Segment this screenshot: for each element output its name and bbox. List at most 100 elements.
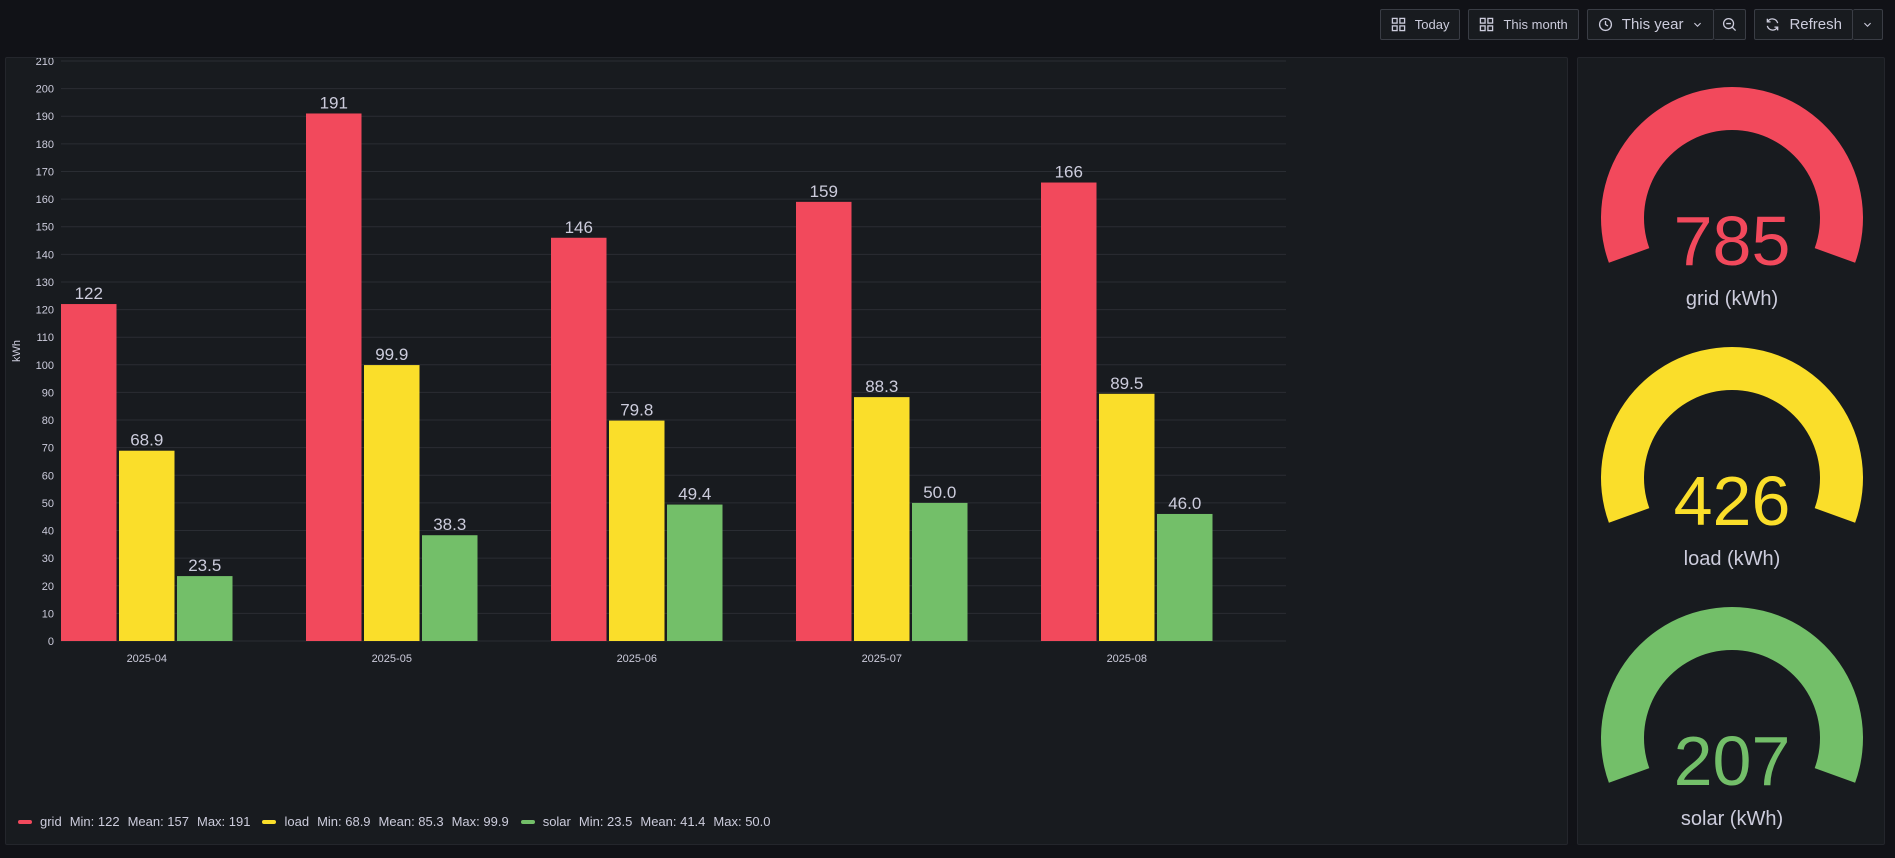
- stat-value: 207: [1673, 722, 1791, 800]
- legend-series-name: solar: [542, 814, 571, 829]
- bar-load[interactable]: [1099, 393, 1155, 641]
- legend-max: Max: 191: [197, 814, 251, 829]
- y-tick-label: 160: [36, 194, 54, 206]
- gauge-arc-fill: [1601, 346, 1863, 523]
- data-label: 46.0: [1168, 494, 1201, 513]
- legend-swatch: [18, 819, 32, 824]
- y-tick-label: 90: [42, 387, 54, 399]
- bar-load[interactable]: [854, 397, 910, 641]
- refresh-group: Refresh: [1754, 9, 1883, 40]
- stat-label: grid (kWh): [1685, 288, 1779, 310]
- data-label: 99.9: [375, 345, 408, 364]
- y-tick-label: 30: [42, 553, 54, 565]
- data-label: 146: [565, 218, 593, 237]
- gauge-arc: [1601, 346, 1863, 523]
- y-tick-label: 130: [36, 277, 54, 289]
- bar-solar[interactable]: [177, 576, 233, 641]
- y-tick-label: 20: [42, 581, 54, 593]
- y-tick-label: 200: [36, 84, 54, 96]
- x-tick-label: 2025-07: [862, 653, 902, 665]
- bar-chart-panel: 0 10 20 30 40 50 60 70 80 90 100 110 120 130 140 150 160…: [5, 57, 1568, 845]
- y-axis-label: kWh: [11, 340, 23, 362]
- data-label: 122: [75, 284, 103, 303]
- data-label: 68.9: [130, 431, 163, 450]
- bar-grid[interactable]: [306, 113, 362, 641]
- bar-chart: 0 10 20 30 40 50 60 70 80 90 100 110 120 130 140 150 160…: [11, 58, 1286, 665]
- legend-item-load[interactable]: load Min: 68.9 Mean: 85.3 Max: 99.9: [262, 814, 509, 829]
- bar-load[interactable]: [364, 365, 420, 641]
- zoom-out-button[interactable]: [1714, 9, 1747, 40]
- legend-max: Max: 99.9: [451, 814, 509, 829]
- bar-load[interactable]: [119, 450, 175, 641]
- stat-value: 426: [1673, 462, 1791, 540]
- refresh-icon: [1765, 17, 1780, 32]
- bar-solar[interactable]: [1157, 513, 1213, 641]
- data-label: 23.5: [188, 556, 221, 575]
- y-tick-label: 140: [36, 249, 54, 261]
- data-label: 166: [1055, 163, 1083, 182]
- y-tick-label: 40: [42, 526, 54, 538]
- stat-grid: 785 grid (kWh): [1578, 58, 1886, 318]
- time-range-label: This year: [1621, 16, 1684, 33]
- data-label: 50.0: [923, 483, 956, 502]
- bar-load[interactable]: [609, 420, 665, 641]
- y-tick-label: 0: [48, 636, 54, 648]
- today-button[interactable]: Today: [1379, 9, 1461, 40]
- bar-grid[interactable]: [61, 304, 117, 641]
- data-label: 88.3: [865, 377, 898, 396]
- stat-label: load (kWh): [1683, 548, 1781, 570]
- bar-solar[interactable]: [912, 502, 968, 641]
- legend-min: Min: 23.5: [578, 814, 633, 829]
- legend-item-solar[interactable]: solar Min: 23.5 Mean: 41.4 Max: 50.0: [520, 814, 771, 829]
- legend-mean: Mean: 157: [127, 814, 189, 829]
- dashboard-toolbar: Today This month This year Refre: [1379, 8, 1895, 41]
- today-button-label: Today: [1414, 17, 1450, 32]
- legend-series-name: load: [284, 814, 310, 829]
- data-label: 38.3: [433, 515, 466, 534]
- data-label: 191: [320, 93, 348, 112]
- y-tick-label: 10: [42, 608, 54, 620]
- stat-load: 426 load (kWh): [1578, 318, 1886, 578]
- bar-solar[interactable]: [667, 504, 723, 641]
- time-range-group: This year: [1586, 9, 1747, 40]
- stat-panel: 785 grid (kWh) 426 load (kWh) 207 solar (kWh): [1577, 57, 1885, 845]
- legend-item-grid[interactable]: grid Min: 122 Mean: 157 Max: 191: [18, 814, 250, 829]
- y-tick-label: 50: [42, 498, 54, 510]
- gauge-arc: [1601, 86, 1863, 263]
- bar-grid[interactable]: [1041, 182, 1097, 641]
- stat-label: solar (kWh): [1680, 808, 1784, 830]
- data-label: 79.8: [620, 401, 653, 420]
- dashboard-grid-icon: [1391, 17, 1406, 32]
- legend-series-name: grid: [40, 814, 62, 829]
- y-tick-label: 210: [36, 58, 54, 68]
- this-month-button[interactable]: This month: [1468, 9, 1579, 40]
- clock-icon: [1598, 17, 1613, 32]
- chart-legend: grid Min: 122 Mean: 157 Max: 191 load Min: 68…: [18, 814, 783, 829]
- gauge-arc-fill: [1601, 607, 1863, 783]
- y-tick-label: 70: [42, 443, 54, 455]
- refresh-interval-dropdown[interactable]: [1853, 9, 1883, 40]
- bar-solar[interactable]: [422, 535, 478, 641]
- time-range-picker[interactable]: This year: [1586, 9, 1715, 40]
- data-label: 49.4: [678, 485, 711, 504]
- data-label: 159: [810, 182, 838, 201]
- y-tick-label: 80: [42, 415, 54, 427]
- y-tick-label: 150: [36, 222, 54, 234]
- stat-value: 785: [1673, 202, 1791, 280]
- legend-swatch: [262, 819, 277, 824]
- y-tick-label: 120: [36, 305, 54, 317]
- bar-grid[interactable]: [551, 237, 607, 641]
- bar-grid[interactable]: [796, 201, 852, 641]
- legend-min: Min: 68.9: [317, 814, 371, 829]
- legend-swatch: [520, 819, 535, 824]
- this-month-button-label: This month: [1503, 17, 1568, 32]
- refresh-button-label: Refresh: [1789, 16, 1842, 33]
- gauge-arc: [1601, 607, 1863, 783]
- y-tick-label: 170: [36, 166, 54, 178]
- y-tick-label: 60: [42, 470, 54, 482]
- x-tick-label: 2025-08: [1107, 653, 1147, 665]
- refresh-button[interactable]: Refresh: [1754, 9, 1853, 40]
- stat-solar: 207 solar (kWh): [1578, 578, 1886, 838]
- x-tick-label: 2025-04: [127, 653, 167, 665]
- chevron-down-icon: [1692, 17, 1703, 32]
